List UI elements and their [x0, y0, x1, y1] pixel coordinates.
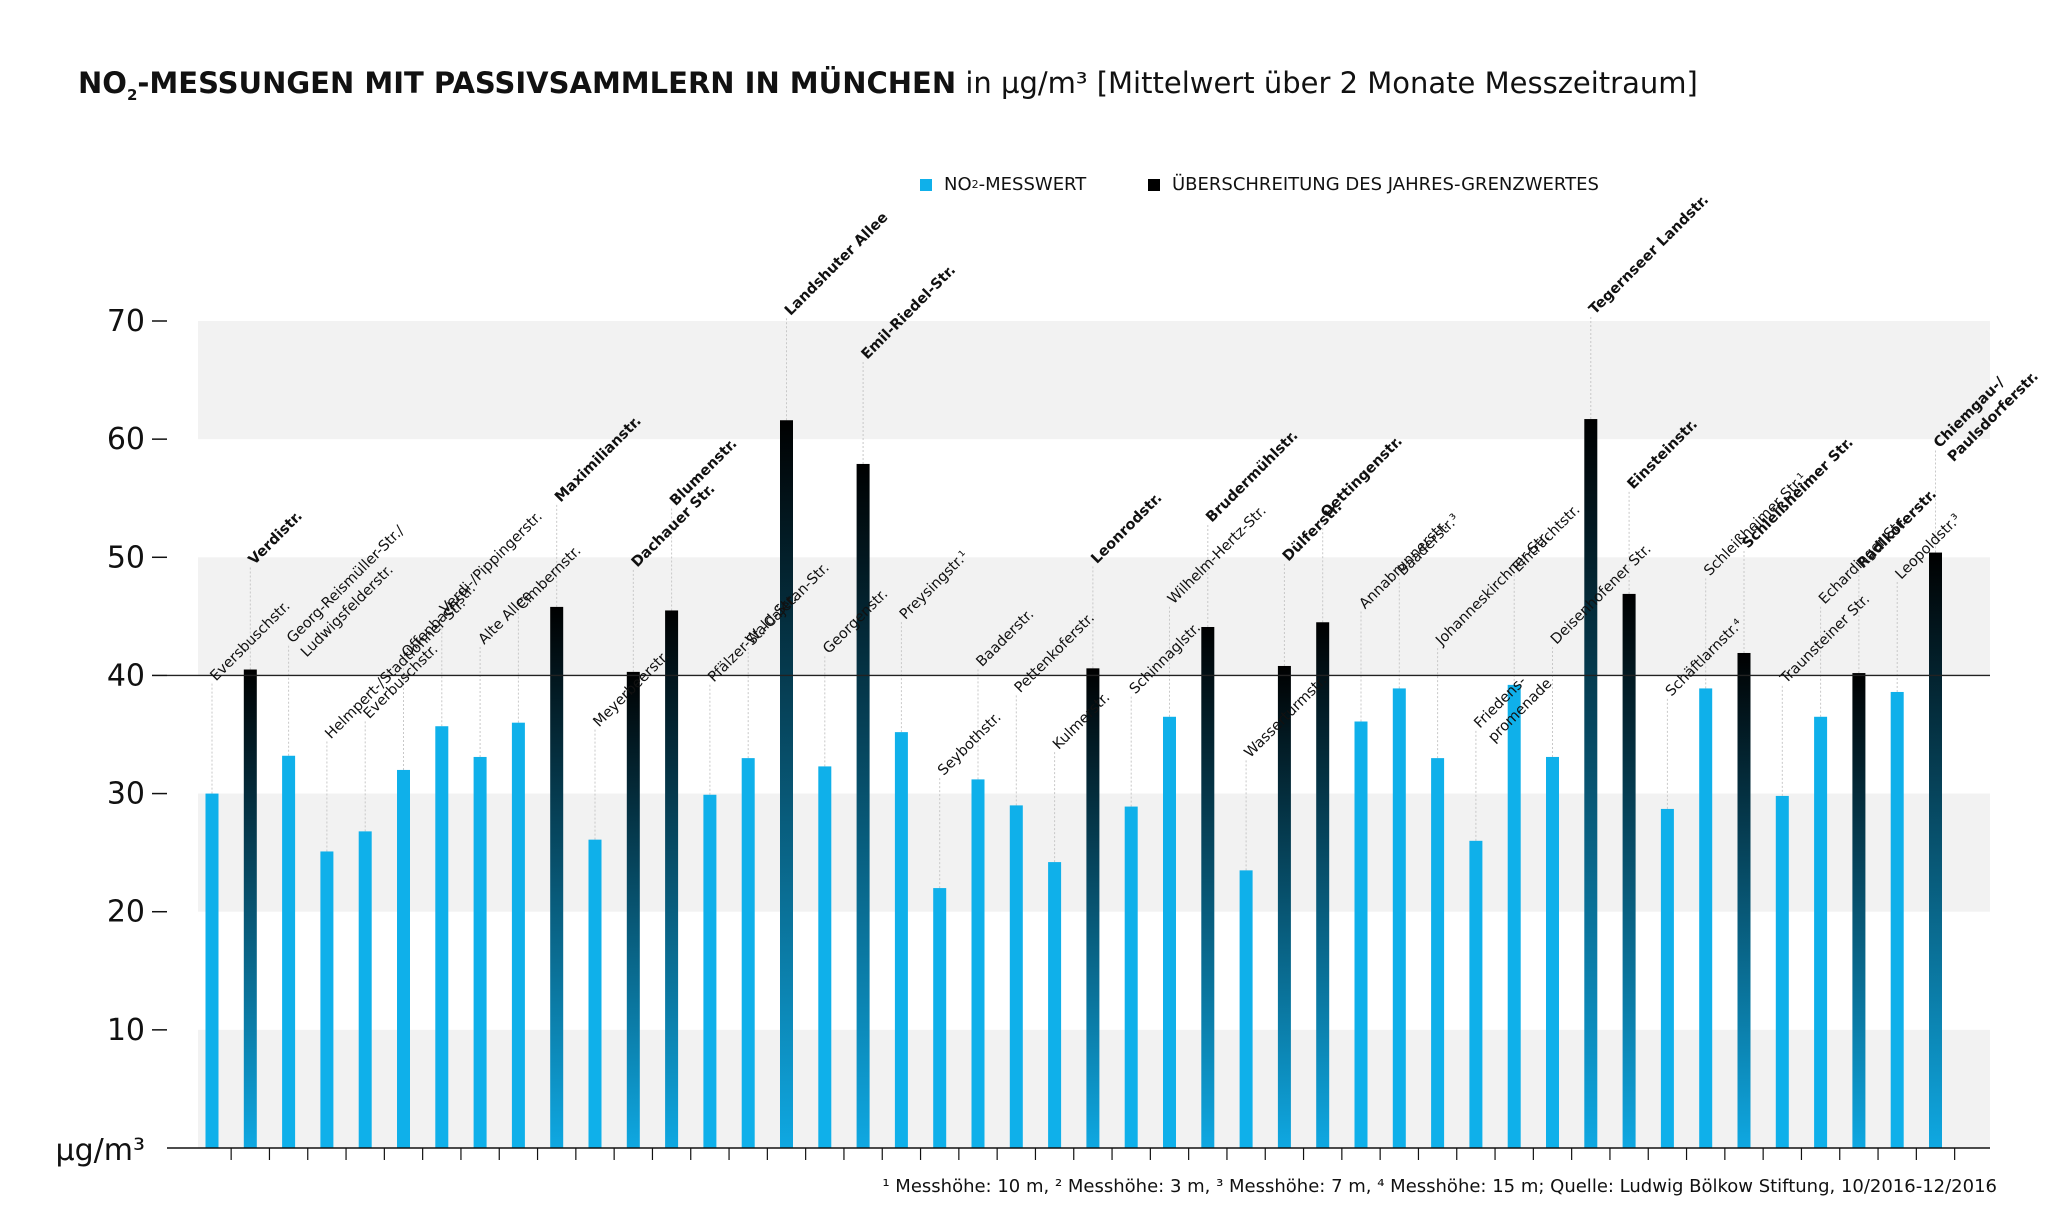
bar-measurement — [1048, 862, 1062, 1148]
bar-measurement — [1546, 756, 1559, 1148]
bar-measurement — [588, 839, 602, 1148]
chart-title: NO2-MESSUNGEN MIT PASSIVSAMMLERN IN MÜNC… — [78, 66, 1698, 104]
footnote: ¹ Messhöhe: 10 m, ² Messhöhe: 3 m, ³ Mes… — [882, 1176, 1997, 1197]
category-label: Schleißheimer Str. — [1740, 435, 1857, 552]
bar-measurement — [1660, 808, 1674, 1148]
bar-measurement — [397, 769, 410, 1148]
bar-measurement — [320, 851, 334, 1148]
category-label: Leonrodstr. — [1088, 490, 1165, 567]
bar-exceedance — [550, 606, 564, 1148]
category-label: Kulmerstr. — [1050, 690, 1113, 753]
bar-measurement — [1507, 684, 1521, 1148]
bar-exceedance — [1929, 552, 1942, 1148]
category-label: Seybothstr. — [935, 710, 1004, 779]
bar-measurement — [1163, 716, 1176, 1148]
bar-measurement — [1814, 716, 1828, 1148]
legend-label-measurement-suffix: -MESSWERT — [978, 174, 1087, 195]
bars — [205, 419, 1942, 1148]
bar-measurement — [205, 793, 219, 1148]
legend-label-measurement-prefix: NO — [944, 174, 972, 195]
bar-exceedance — [856, 463, 870, 1148]
y-tick-label: 40 — [107, 658, 145, 693]
y-tick-label: 10 — [107, 1013, 145, 1048]
bar-exceedance — [1316, 622, 1330, 1148]
bar-measurement — [703, 794, 717, 1148]
bar-measurement — [511, 722, 525, 1148]
bar-measurement — [1392, 688, 1406, 1148]
title-bold-suffix: -MESSUNGEN MIT PASSIVSAMMLERN IN MÜNCHEN — [137, 66, 957, 100]
bar-measurement — [1469, 840, 1483, 1148]
legend-item-measurement: NO 2 -MESSWERT — [920, 174, 1086, 195]
title-bold-sub: 2 — [126, 85, 138, 104]
legend-swatch-exceedance — [1148, 178, 1160, 191]
title-bold-prefix: NO — [78, 66, 127, 100]
category-label: Landshuter Allee — [782, 209, 892, 319]
bar-measurement — [435, 726, 449, 1148]
bar-measurement — [1009, 805, 1023, 1148]
legend-label-measurement-sub: 2 — [971, 178, 979, 191]
legend-label-exceedance: ÜBERSCHREITUNG DES JAHRES-GRENZWERTES — [1172, 174, 1599, 195]
y-tick-label: 60 — [107, 422, 145, 457]
bar-measurement — [473, 756, 487, 1148]
category-labels: Eversbuschstr.Verdistr.Georg-Reismüller-… — [208, 192, 2042, 779]
bar-exceedance — [1086, 668, 1100, 1148]
legend-item-exceedance: ÜBERSCHREITUNG DES JAHRES-GRENZWERTES — [1148, 174, 1599, 195]
bar-exceedance — [243, 669, 257, 1148]
label-guides — [211, 317, 1936, 889]
bar-measurement — [741, 758, 755, 1148]
y-tick-label: 70 — [107, 304, 145, 339]
y-axis-unit-label: µg/m³ — [56, 1133, 146, 1168]
bar-measurement — [1354, 721, 1368, 1148]
y-tick-label: 30 — [107, 777, 145, 812]
bar-measurement — [1431, 758, 1445, 1148]
bar-measurement — [282, 755, 296, 1148]
bar-exceedance — [1852, 673, 1866, 1148]
legend-swatch-measurement — [920, 178, 932, 191]
y-tick-label: 20 — [107, 895, 145, 930]
bar-exceedance — [1584, 419, 1598, 1148]
bar-exceedance — [665, 610, 679, 1148]
bar-measurement — [1239, 870, 1253, 1148]
y-tick-label: 50 — [107, 540, 145, 575]
grid-band — [198, 321, 1990, 440]
bar-exceedance — [626, 671, 640, 1148]
category-label: Oettingenstr. — [1318, 433, 1406, 521]
bar-exceedance — [1277, 665, 1291, 1148]
bar-measurement — [358, 831, 372, 1148]
bar-measurement — [971, 779, 985, 1148]
bar-exceedance — [1737, 652, 1751, 1148]
bar-exceedance — [1201, 626, 1215, 1148]
bar-exceedance — [1622, 593, 1636, 1148]
bar-measurement — [1124, 806, 1138, 1148]
title-normal: in µg/m³ [Mittelwert über 2 Monate Messz… — [956, 66, 1698, 100]
bar-measurement — [1699, 688, 1713, 1148]
axes: 10 20 30 40 50 60 70 µg/m³ — [56, 304, 1990, 1168]
bar-measurement — [1890, 691, 1904, 1148]
grid-band — [198, 557, 1990, 676]
bar-measurement — [1775, 795, 1789, 1148]
legend: NO 2 -MESSWERT ÜBERSCHREITUNG DES JAHRES-G… — [920, 174, 1655, 196]
bar-exceedance — [780, 420, 793, 1148]
bar-measurement — [933, 888, 947, 1148]
category-label: Tegernseer Landstr. — [1586, 192, 1712, 318]
bar-measurement — [818, 766, 832, 1148]
bar-measurement — [894, 732, 908, 1148]
